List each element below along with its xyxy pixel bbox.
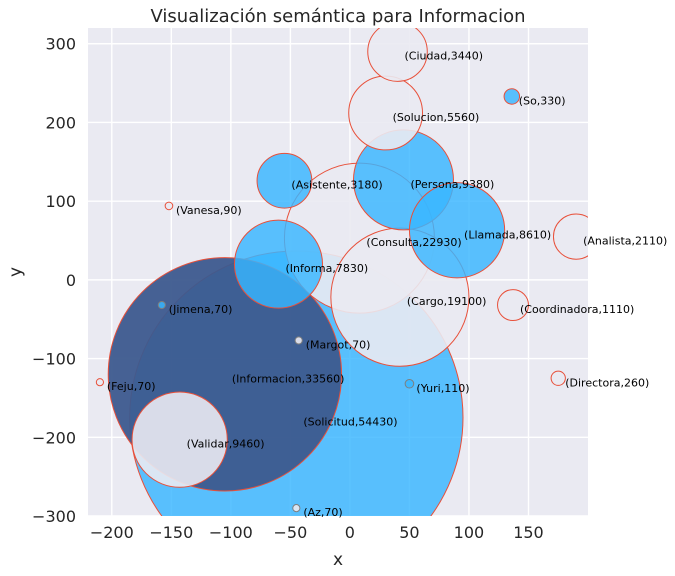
y-tick-label: 100 — [45, 192, 76, 211]
point-label: (Directora,260) — [565, 376, 649, 389]
bubble-point — [367, 28, 428, 82]
point-label: (Ciudad,3440) — [405, 50, 484, 63]
point-label: (Informacion,33560) — [232, 372, 344, 385]
point-label: (Persona,9380) — [410, 178, 494, 191]
point-label: (So,330) — [519, 94, 566, 107]
point-label: (Yuri,110) — [416, 382, 469, 395]
point-label: (Margot,70) — [306, 338, 371, 351]
x-tick-label: 50 — [399, 523, 419, 542]
point-label: (Consulta,22930) — [366, 236, 461, 249]
bubble-point — [404, 378, 415, 389]
y-tick-label: 0 — [66, 271, 76, 290]
point-label: (Solicitud,54430) — [303, 416, 397, 429]
point-label: (Llamada,8610) — [464, 228, 551, 241]
x-tick-label: −200 — [90, 523, 134, 542]
y-tick-label: 300 — [45, 35, 76, 54]
x-tick-label: 100 — [454, 523, 485, 542]
point-label: (Asistente,3180) — [291, 179, 382, 192]
y-tick-label: −200 — [32, 428, 76, 447]
bubble-point — [552, 213, 588, 260]
point-label: (Validar,9460) — [187, 438, 265, 451]
point-label: (Solucion,5560) — [393, 111, 480, 124]
bubble-point — [157, 300, 166, 310]
y-tick-label: −300 — [32, 507, 76, 526]
bubble-point — [233, 219, 324, 309]
y-tick-label: −100 — [32, 350, 76, 369]
bubble-point — [497, 289, 529, 322]
bubble-point — [164, 201, 174, 211]
bubble-point — [131, 391, 228, 488]
bubble-point — [294, 336, 303, 345]
bubble-point — [95, 378, 104, 387]
point-label: (Vanesa,90) — [176, 204, 242, 217]
x-tick-label: −50 — [273, 523, 307, 542]
point-label: (Az,70) — [303, 506, 342, 519]
x-tick-label: 150 — [513, 523, 544, 542]
y-axis-ticks: −300 −200 −100 0 100 200 300 — [32, 35, 76, 526]
point-label: (Analista,2110) — [583, 235, 667, 248]
x-axis-ticks: −200 −150 −100 −50 0 50 100 150 — [90, 523, 544, 542]
chart-title: Visualización semántica para Informacion — [150, 6, 525, 27]
x-tick-label: −100 — [209, 523, 253, 542]
bubble-point — [550, 370, 566, 386]
point-label: (Informa,7830) — [285, 262, 368, 275]
x-tick-label: 0 — [345, 523, 355, 542]
point-labels: (Solicitud,54430) (Informacion,33560) (Con… — [107, 50, 667, 520]
bubble-point — [256, 152, 313, 209]
bubble-point — [292, 504, 301, 513]
point-label: (Cargo,19100) — [407, 295, 487, 308]
point-label: (Feju,70) — [107, 380, 156, 393]
bubbles — [95, 28, 588, 516]
y-axis-label: y — [6, 267, 26, 277]
point-label: (Coordinadora,1110) — [520, 303, 634, 316]
point-label: (Jimena,70) — [169, 303, 233, 316]
x-tick-label: −150 — [149, 523, 193, 542]
x-axis-label: x — [333, 550, 343, 570]
bubble-point — [408, 182, 506, 279]
y-tick-label: 200 — [45, 113, 76, 132]
bubble-point — [503, 88, 521, 105]
